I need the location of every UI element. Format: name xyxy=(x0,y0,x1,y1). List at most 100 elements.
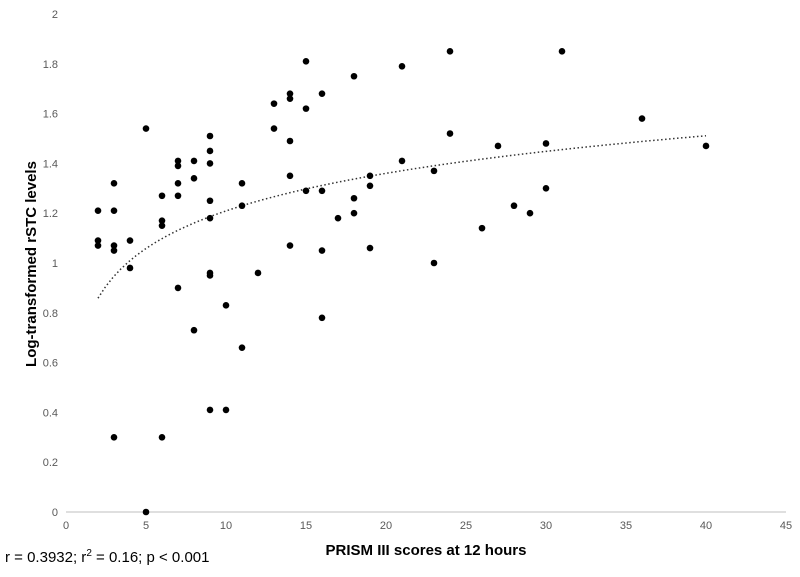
data-point xyxy=(302,105,310,112)
data-point xyxy=(206,272,214,279)
x-tick-label: 20 xyxy=(380,520,392,532)
y-axis-title: Log-transformed rSTC levels xyxy=(23,161,40,367)
stats-rest-text: = 0.16; p < 0.001 xyxy=(91,549,210,566)
data-point xyxy=(238,344,246,351)
data-point xyxy=(318,187,326,195)
data-point xyxy=(110,207,118,215)
x-tick-label: 15 xyxy=(300,520,312,532)
data-point xyxy=(94,237,102,244)
data-point xyxy=(190,175,198,182)
data-point xyxy=(702,142,710,150)
y-tick-label: 1.4 xyxy=(43,158,58,170)
data-point xyxy=(478,224,486,232)
data-point xyxy=(286,90,294,97)
y-tick-label: 2 xyxy=(52,9,58,21)
data-point xyxy=(126,264,134,272)
data-point xyxy=(174,284,182,292)
data-point xyxy=(398,62,406,70)
y-tick-label: 0.6 xyxy=(43,358,58,370)
data-point xyxy=(286,172,294,180)
x-tick-label: 45 xyxy=(780,520,792,532)
data-point xyxy=(110,180,118,187)
correlation-stats: r = 0.3932; r2 = 0.16; p < 0.001 xyxy=(5,548,209,566)
x-tick-label: 5 xyxy=(143,520,149,532)
data-point xyxy=(286,95,294,102)
data-points xyxy=(94,48,710,516)
data-point xyxy=(430,167,438,175)
data-point xyxy=(222,302,230,309)
data-point xyxy=(206,406,214,414)
data-point xyxy=(286,137,294,145)
x-axis-ticks: 0 5 10 15 20 25 30 35 40 45 xyxy=(63,520,792,532)
data-point xyxy=(350,72,358,80)
data-point xyxy=(142,125,150,132)
stats-r-text: r = 0.3932; r xyxy=(5,549,87,566)
data-point xyxy=(110,434,118,441)
y-tick-label: 0.2 xyxy=(43,457,58,469)
data-point xyxy=(542,185,550,192)
data-point xyxy=(238,180,246,187)
data-point xyxy=(638,115,646,122)
y-tick-label: 0.4 xyxy=(43,407,58,419)
plot-area: 0 5 10 15 20 25 30 35 40 45 0 0.2 0.4 0.6 0.8 1 1.2 1.4 1… xyxy=(43,9,792,532)
data-point xyxy=(558,48,566,55)
y-tick-label: 0.8 xyxy=(43,308,58,320)
data-point xyxy=(286,242,294,249)
data-point xyxy=(302,58,310,65)
data-point xyxy=(174,192,182,200)
x-tick-label: 10 xyxy=(220,520,232,532)
data-point xyxy=(334,214,342,222)
data-point xyxy=(158,192,166,200)
data-point xyxy=(94,207,102,215)
data-point xyxy=(174,157,182,165)
data-point xyxy=(270,125,278,132)
data-point xyxy=(366,244,374,252)
data-point xyxy=(206,147,214,155)
data-point xyxy=(190,326,198,334)
y-axis-ticks: 0 0.2 0.4 0.6 0.8 1 1.2 1.4 1.6 1.8 2 xyxy=(43,9,58,519)
x-tick-label: 25 xyxy=(460,520,472,532)
y-tick-label: 0 xyxy=(52,507,58,519)
data-point xyxy=(110,242,118,249)
data-point xyxy=(174,180,182,187)
data-point xyxy=(542,140,550,147)
y-tick-label: 1.2 xyxy=(43,208,58,220)
data-point xyxy=(302,187,310,195)
data-point xyxy=(350,194,358,202)
data-point xyxy=(398,157,406,165)
x-tick-label: 0 xyxy=(63,520,69,532)
data-point xyxy=(254,269,262,277)
x-tick-label: 40 xyxy=(700,520,712,532)
data-point xyxy=(510,202,518,210)
data-point xyxy=(446,48,454,55)
data-point xyxy=(222,406,230,414)
data-point xyxy=(110,247,118,254)
data-point xyxy=(206,132,214,140)
stats-r2-superscript: 2 xyxy=(86,548,92,559)
data-point xyxy=(190,157,198,165)
data-point xyxy=(366,172,374,180)
x-tick-label: 30 xyxy=(540,520,552,532)
x-tick-label: 35 xyxy=(620,520,632,532)
data-point xyxy=(158,222,166,229)
data-point xyxy=(446,130,454,137)
data-point xyxy=(270,100,278,107)
data-point xyxy=(206,160,214,167)
data-point xyxy=(158,217,166,224)
data-point xyxy=(206,214,214,222)
data-point xyxy=(526,209,534,217)
data-point xyxy=(366,182,374,190)
data-point xyxy=(126,237,134,244)
data-point xyxy=(350,209,358,217)
data-point xyxy=(318,90,326,97)
data-point xyxy=(174,162,182,170)
data-point xyxy=(206,197,214,205)
data-point xyxy=(318,314,326,322)
x-axis-title: PRISM III scores at 12 hours xyxy=(326,542,527,559)
data-point xyxy=(142,508,150,516)
y-tick-label: 1 xyxy=(52,258,58,270)
data-point xyxy=(94,242,102,249)
data-point xyxy=(430,259,438,267)
y-tick-label: 1.6 xyxy=(43,109,58,121)
